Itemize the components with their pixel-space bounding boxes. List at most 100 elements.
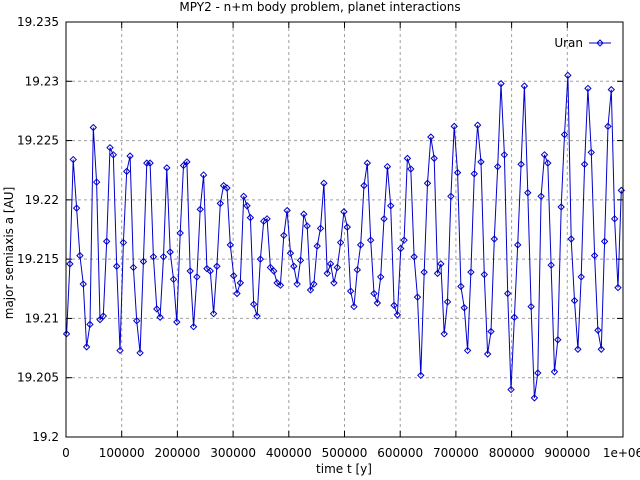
data-point [604,122,612,131]
data-point [490,235,499,243]
data-point [467,268,475,276]
data-point [520,82,529,90]
data-point [276,281,285,289]
data-point [66,260,74,268]
data-point [487,327,495,336]
data-point [159,253,168,261]
data-point [270,267,278,275]
data-point [146,159,154,167]
data-point [380,215,388,223]
data-point [206,267,214,275]
data-point [410,253,418,261]
data-point [216,199,224,208]
data-point [89,123,98,132]
data-point [510,313,519,321]
series-line-uran [66,75,622,398]
y-axis-label: major semiaxis a [AU] [2,187,16,320]
data-point [430,154,438,163]
x-tick-label: 100000 [99,446,145,460]
data-point [179,161,188,170]
data-point [236,279,245,287]
data-point [387,202,395,210]
data-point [290,262,298,270]
data-point [219,181,228,190]
data-point [296,256,305,265]
data-point [514,241,522,249]
data-point [320,179,328,187]
data-point [356,241,365,249]
data-point [463,346,472,355]
y-tick-label: 19.235 [17,15,59,29]
data-point [62,330,71,338]
data-point [540,151,549,159]
data-point [303,222,311,230]
data-point [473,121,482,129]
data-point [336,238,345,247]
legend-label: Uran [554,36,583,50]
series-layer [62,71,626,402]
data-point [79,280,87,288]
data-point [82,343,91,351]
y-tick-label: 19.23 [25,74,59,88]
data-point [176,229,184,237]
data-point [497,79,505,88]
x-tick-label: 200000 [154,446,200,460]
data-point [156,313,164,321]
data-point [256,255,265,263]
data-point [106,143,114,152]
data-point [366,236,375,244]
data-point [353,266,362,274]
data-point [527,302,535,311]
data-point [203,264,211,273]
y-tick-label: 19.215 [17,252,59,266]
plot-frame [65,21,624,438]
x-tick-label: 0 [62,446,70,460]
data-point [417,371,425,380]
data-point [373,299,382,307]
data-point [544,159,552,167]
data-point [450,122,458,131]
data-point [393,311,402,319]
data-point [537,192,545,201]
data-point [196,205,204,214]
axis-ticks: 0 100000 200000 300000 400000 500000 600000 700… [17,15,640,460]
data-point [443,298,452,306]
data-point [116,346,124,355]
data-point [173,318,181,326]
data-point [283,206,291,215]
data-point [600,237,609,246]
data-point [109,151,118,159]
legend-marker [596,39,604,47]
data-point [564,71,572,80]
data-point [460,304,468,312]
data-point [610,215,619,223]
data-point [534,369,542,377]
data-point [286,249,295,257]
data-point [614,283,622,292]
data-point [457,282,465,291]
data-point [239,192,248,201]
data-point [189,323,198,331]
chart-title: MPY2 - n+m body problem, planet interact… [179,0,460,14]
data-point [346,287,355,295]
data-point [340,208,348,216]
data-point [129,263,138,272]
data-point [500,151,509,159]
x-tick-label: 800000 [489,446,535,460]
data-point [280,231,288,240]
y-tick-label: 19.205 [17,371,59,385]
data-point [383,162,392,171]
data-point [517,160,525,168]
x-tick-label: 600000 [377,446,423,460]
data-point [186,267,194,275]
data-point [587,148,595,157]
data-point [323,269,331,278]
data-point [567,235,575,243]
data-point [597,345,605,353]
data-point [123,167,131,176]
data-point [420,268,428,276]
data-point [273,279,281,287]
x-tick-label: 700000 [433,446,479,460]
data-point [316,224,325,233]
